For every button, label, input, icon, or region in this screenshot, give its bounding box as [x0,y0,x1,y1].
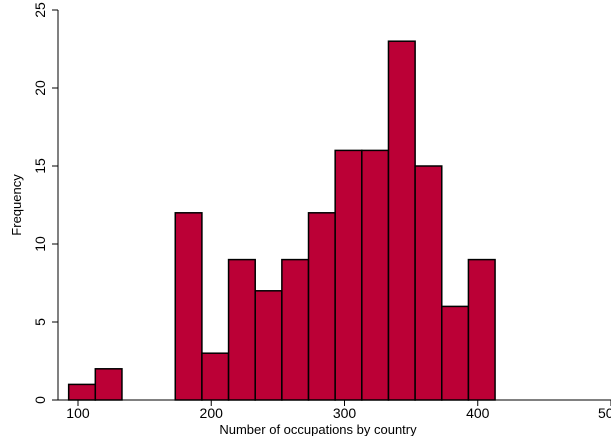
histogram-bar [414,165,443,401]
x-tick-label: 400 [466,405,490,421]
histogram-bar [441,305,470,401]
x-tick-label: 200 [200,405,224,421]
y-axis-title: Frequency [9,174,24,236]
x-tick-label: 500 [598,405,611,421]
histogram-bar [227,258,256,401]
histogram-bar [254,290,283,401]
histogram-bar [361,149,390,401]
histogram-bar [281,258,310,401]
x-tick-label: 300 [333,405,357,421]
histogram-bar [94,368,123,401]
y-tick-label: 0 [32,396,48,404]
y-tick-label: 10 [32,236,48,252]
y-tick-label: 25 [32,2,48,18]
y-axis-ticks: 0 5 10 15 20 25 [32,2,58,404]
histogram-bar [67,383,97,401]
y-tick-label: 20 [32,80,48,96]
histogram-bar [201,352,230,401]
histogram-bar [387,40,416,401]
histogram-bar [174,212,203,401]
histogram-bar [334,149,363,401]
y-tick-label: 5 [32,318,48,326]
bars-layer [67,40,496,401]
x-axis-title: Number of occupations by country [219,422,417,436]
x-tick-label: 100 [66,405,90,421]
histogram-bar [467,258,496,401]
x-axis-ticks: 100 200 300 400 500 [66,400,611,421]
y-tick-label: 15 [32,158,48,174]
histogram-bar [307,212,336,401]
